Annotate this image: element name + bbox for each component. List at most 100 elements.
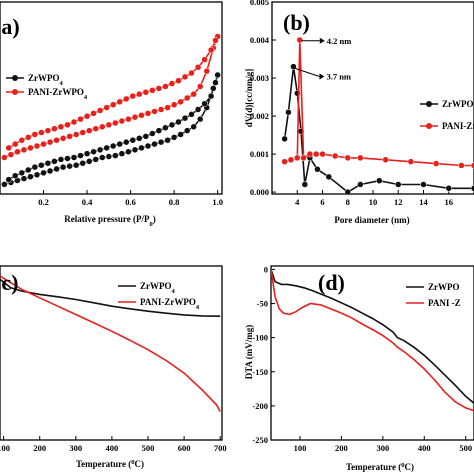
data-point-a-red	[112, 119, 119, 127]
panel-label-b: (b)	[283, 10, 310, 35]
x-axis-label-c-part: 0	[131, 459, 134, 466]
data-point-a-red	[70, 118, 78, 126]
data-point-a-red	[149, 87, 156, 94]
data-point-a-black	[164, 136, 171, 144]
annotation-arrowhead-b	[319, 37, 325, 44]
data-point-a-red	[188, 69, 195, 77]
data-point-b-black	[395, 181, 402, 188]
data-point-a-black	[112, 152, 119, 159]
data-point-a-red	[79, 129, 86, 136]
panel-c: 100 200 300 400 500 600 700 Temperature (0C) ZrW…	[0, 265, 227, 469]
panel-label-d: (d)	[318, 270, 345, 295]
annotation-arrow-b	[295, 68, 320, 78]
data-point-a-black	[210, 85, 217, 92]
annotation-arrowhead-b	[319, 73, 325, 80]
data-point-a-black	[144, 142, 152, 150]
y-tick-label-b: 0.004	[250, 35, 270, 45]
x-axis-label-a: Relative pressure (P/P0)	[64, 214, 155, 228]
y-tick-label-b: 0.005	[250, 0, 269, 7]
y-tick-label-b: 0.002	[250, 111, 269, 121]
data-point-a-red	[177, 98, 184, 106]
data-point-b-black	[420, 181, 427, 188]
x-tick-label-b: 12	[394, 197, 403, 207]
x-axis-label-d-part: C)	[405, 462, 415, 472]
x-tick-label-d: 400	[418, 443, 431, 453]
data-point-a-black	[214, 71, 221, 79]
data-point-a-red	[212, 37, 219, 44]
data-point-b-black	[285, 109, 292, 116]
x-tick-label-b: 4	[295, 197, 300, 207]
data-point-a-red	[175, 77, 182, 84]
panel-d: 100 200 300 400 500 0 -50 -100 -150 -200 -250 Tempe…	[244, 264, 474, 472]
data-point-a-red	[103, 104, 110, 111]
data-point-a-red	[99, 123, 106, 131]
legend-label-b: PANI-ZrWPO4	[442, 121, 474, 135]
data-point-a-red	[151, 108, 158, 115]
data-point-a-red	[157, 106, 165, 113]
data-point-a-black	[122, 138, 130, 146]
x-tick-label-d: 100	[294, 443, 307, 453]
legend-label-a-part: ZrWPO	[28, 73, 60, 83]
data-point-a-red	[138, 112, 145, 119]
data-point-a-black	[103, 144, 110, 152]
data-point-a-black	[196, 115, 204, 123]
data-point-b-red	[357, 154, 364, 162]
data-point-a-red	[207, 46, 215, 54]
data-point-a-black	[96, 146, 104, 154]
data-point-a-red	[164, 104, 171, 111]
y-tick-label-d: 0	[264, 264, 268, 274]
legend-label-d-part: PANI -Z	[428, 298, 461, 308]
data-point-a-red	[20, 146, 28, 154]
legend-label-d: PANI -Z	[428, 298, 461, 308]
data-point-a-black	[183, 127, 191, 134]
data-point-a-black	[83, 150, 91, 157]
y-tick-label-d: -200	[252, 401, 268, 411]
data-point-a-black	[99, 154, 106, 161]
annotation-label-b: 3.7 nm	[326, 72, 351, 82]
series-line-d-black	[271, 269, 474, 404]
data-point-a-red	[181, 73, 189, 81]
data-point-a-black	[162, 124, 169, 132]
x-axis-label-d: Temperature (0C)	[346, 462, 414, 473]
data-point-b-red	[300, 154, 307, 162]
data-point-a-black	[59, 163, 67, 171]
data-point-a-red	[118, 117, 126, 125]
data-point-a-red	[201, 56, 208, 63]
data-point-a-black	[90, 148, 97, 156]
series-line-b-red	[284, 39, 474, 167]
x-tick-label-c: 500	[142, 443, 155, 453]
data-point-a-black	[155, 127, 163, 134]
data-point-a-black	[27, 173, 34, 180]
data-point-a-black	[64, 155, 71, 162]
legend-label-d-part: ZrWPO	[428, 282, 460, 292]
data-point-b-red	[312, 150, 320, 158]
data-point-a-black	[57, 156, 65, 163]
data-point-a-black	[149, 130, 156, 137]
x-tick-label-b: 6	[320, 197, 324, 207]
data-point-a-red	[5, 144, 12, 152]
data-point-a-red	[44, 127, 52, 134]
data-point-a-red	[190, 90, 197, 98]
data-point-a-red	[194, 64, 202, 71]
data-point-a-red	[31, 131, 39, 138]
data-point-a-red	[105, 121, 113, 129]
data-point-a-red	[162, 83, 169, 90]
data-point-a-red	[18, 136, 26, 144]
x-axis-label-d-part: Temperature (	[346, 462, 401, 472]
data-point-a-red	[72, 131, 80, 138]
plot-frame-d	[270, 265, 474, 441]
data-point-a-black	[53, 165, 60, 173]
legend-marker-b	[426, 123, 432, 129]
data-point-a-black	[136, 135, 143, 142]
legend-marker-a	[12, 75, 18, 81]
data-point-a-red	[203, 67, 211, 75]
y-tick-label-b: 0.001	[250, 149, 269, 159]
data-point-a-black	[170, 134, 178, 141]
x-tick-label-b: 10	[369, 197, 378, 207]
data-point-b-red	[281, 158, 288, 165]
legend-label-d: ZrWPO	[428, 282, 460, 292]
x-tick-label-c: 200	[33, 443, 46, 453]
y-tick-label-d: -250	[252, 435, 268, 445]
data-point-a-red	[38, 129, 45, 136]
data-point-a-red	[59, 135, 67, 142]
